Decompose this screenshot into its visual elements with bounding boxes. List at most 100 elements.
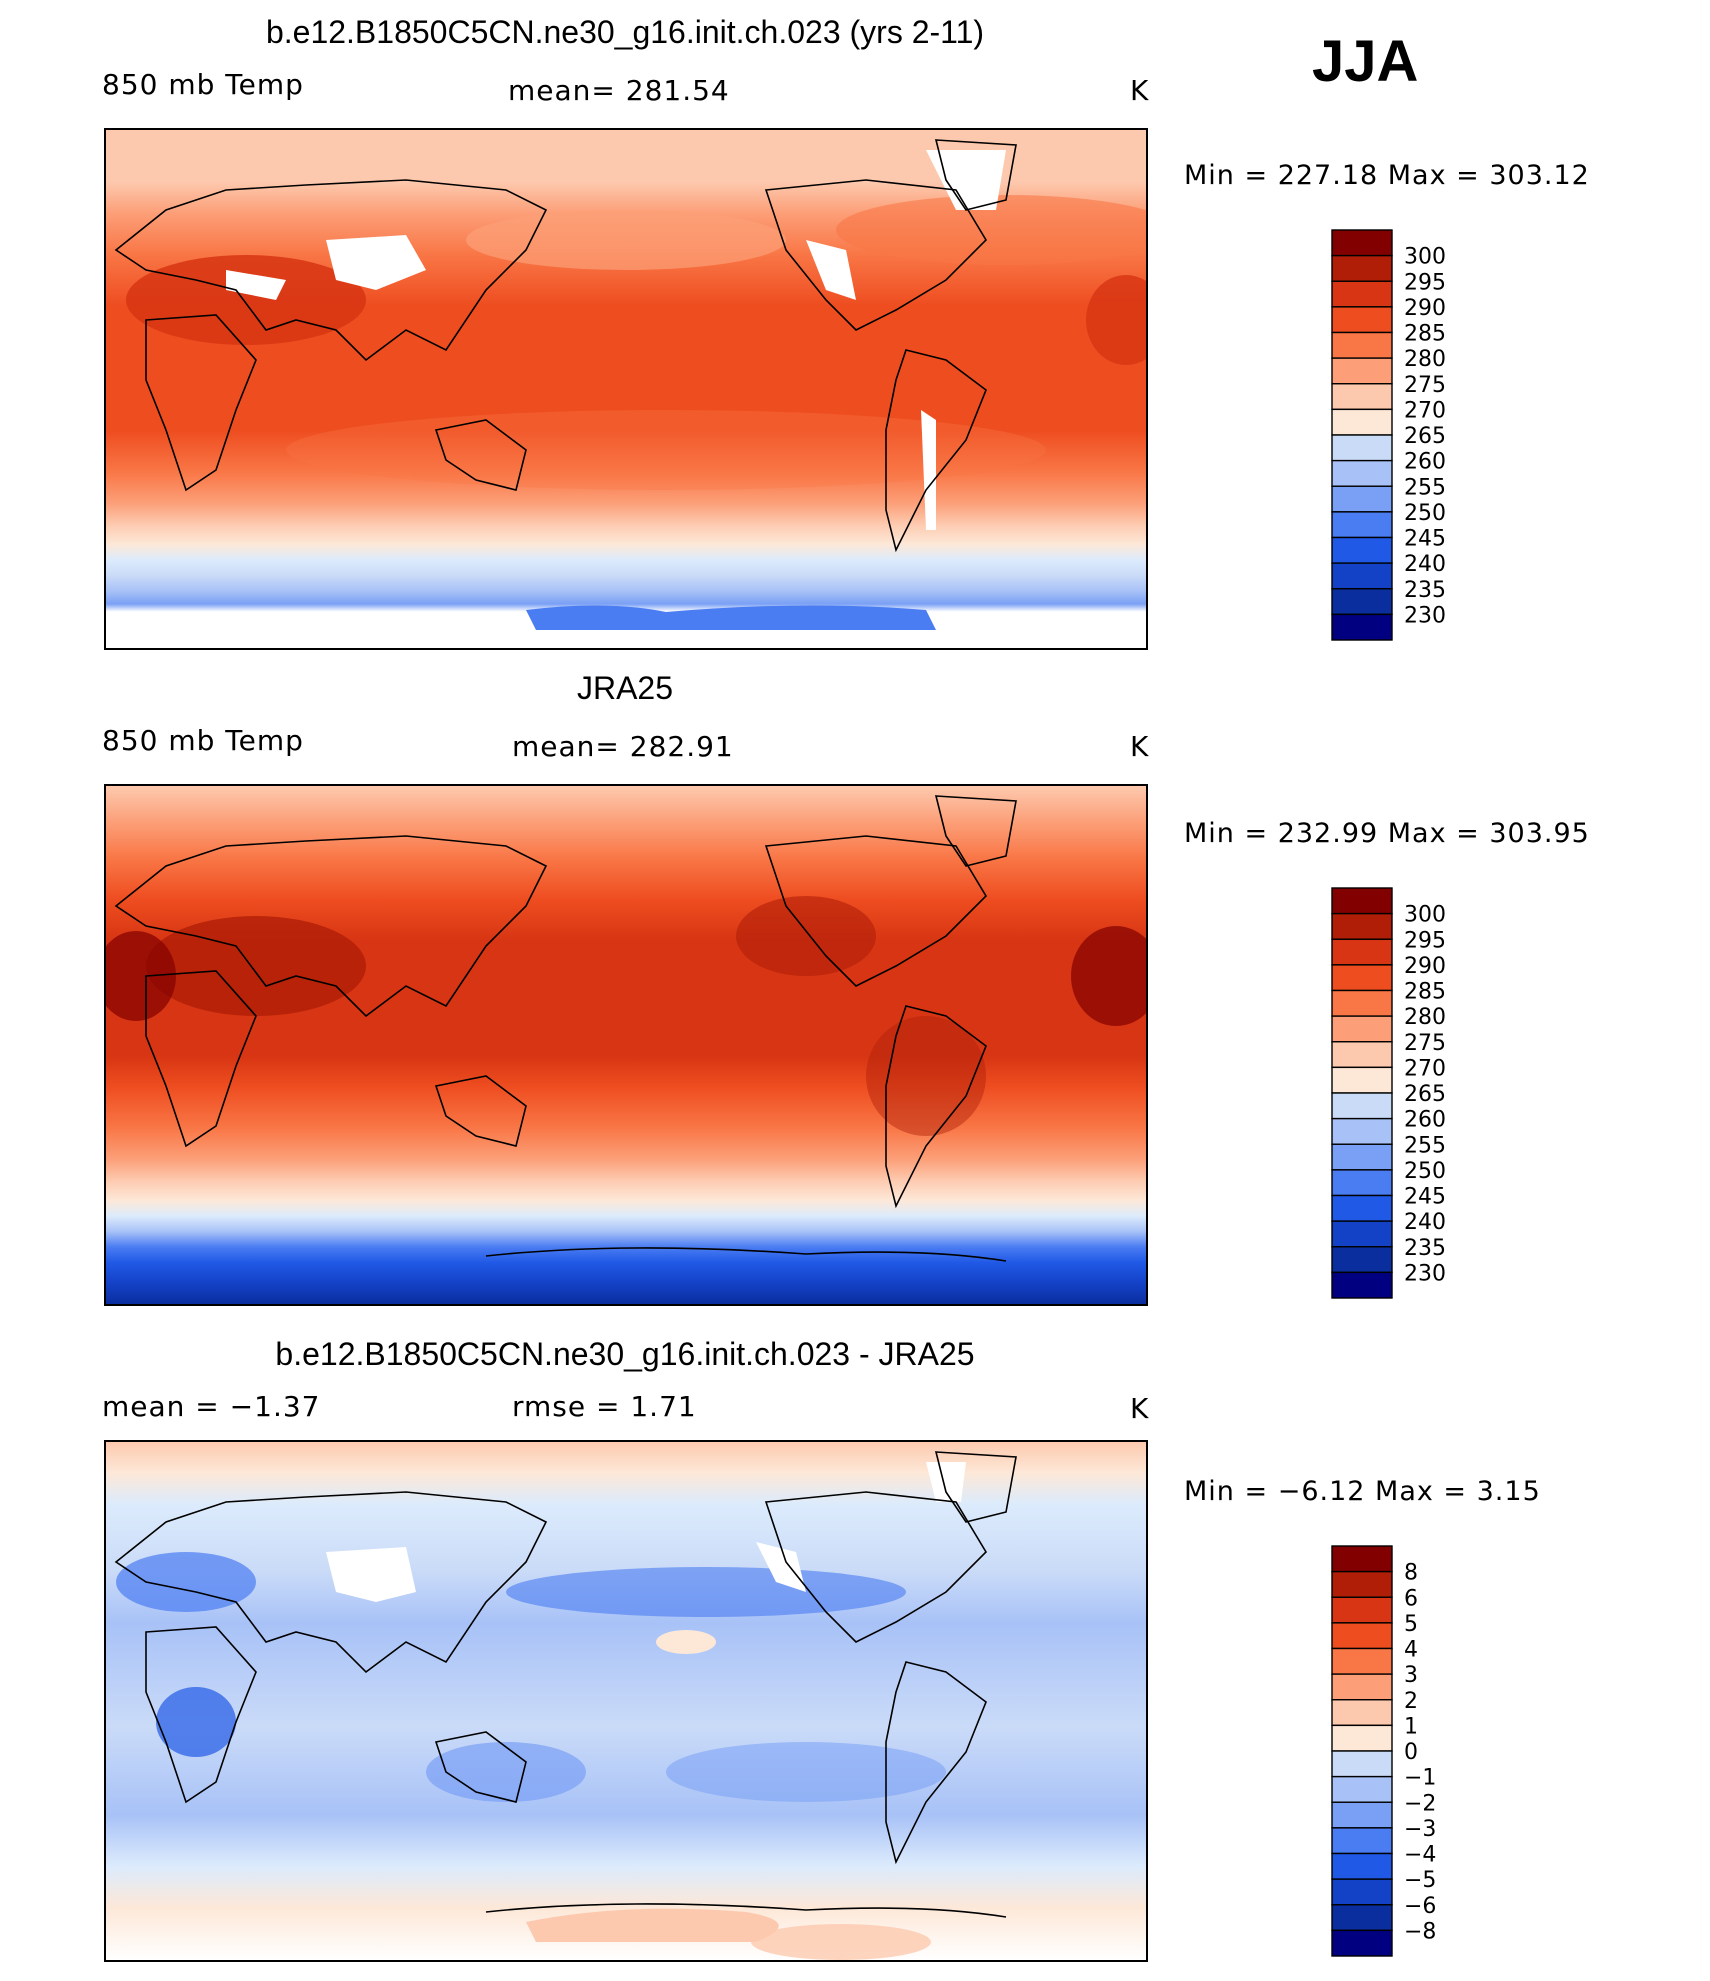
panel-2-units: K [1130, 730, 1150, 763]
colorbar-box [1331, 229, 1393, 257]
colorbar-tick-label: 240 [1404, 1210, 1446, 1235]
colorbar-box [1331, 331, 1393, 359]
colorbar-tick-label: 0 [1404, 1740, 1418, 1765]
colorbar-tick-label: 280 [1404, 347, 1446, 372]
colorbar-tick-label: 270 [1404, 398, 1446, 423]
colorbar-tick-label: 245 [1404, 527, 1446, 552]
colorbar-tick-label: −4 [1404, 1843, 1436, 1868]
colorbar-box [1331, 1015, 1393, 1043]
colorbar-box [1331, 1194, 1393, 1222]
colorbar-tick-label: 230 [1404, 1261, 1446, 1286]
colorbar-box [1331, 1801, 1393, 1829]
colorbar-tick-label: 270 [1404, 1056, 1446, 1081]
colorbar-box [1331, 1878, 1393, 1906]
colorbar-box [1331, 964, 1393, 992]
colorbar-tick-label: −1 [1404, 1766, 1436, 1791]
colorbar-tick-label: 290 [1404, 296, 1446, 321]
colorbar-tick-label: 235 [1404, 578, 1446, 603]
colorbar-box [1331, 357, 1393, 385]
colorbar-tick-label: 260 [1404, 450, 1446, 475]
colorbar-box [1331, 613, 1393, 641]
colorbar-tick-label: 275 [1404, 373, 1446, 398]
colorbar-tick-label: −6 [1404, 1894, 1436, 1919]
panel-3-title: b.e12.B1850C5CN.ne30_g16.init.ch.023 - J… [275, 1336, 975, 1372]
panel-3-rmse: rmse = 1.71 [512, 1390, 697, 1423]
colorbar-box [1331, 1724, 1393, 1752]
panel-1-map [104, 128, 1148, 650]
colorbar-box [1331, 1117, 1393, 1145]
colorbar-box [1331, 1596, 1393, 1624]
colorbar-tick-label: 255 [1404, 1133, 1446, 1158]
colorbar-tick-label: 255 [1404, 475, 1446, 500]
colorbar-box [1331, 1852, 1393, 1880]
colorbar-box [1331, 408, 1393, 436]
panel-1-variable: 850 mb Temp [102, 68, 304, 101]
colorbar-box [1331, 306, 1393, 334]
panel-2-colorbar-svg: 3002952902852802752702652602552502452402… [1331, 887, 1446, 1299]
colorbar-tick-label: 290 [1404, 954, 1446, 979]
colorbar-tick-label: 275 [1404, 1031, 1446, 1056]
colorbar-box [1331, 459, 1393, 487]
colorbar-box [1331, 1827, 1393, 1855]
colorbar-box [1331, 1545, 1393, 1573]
colorbar-tick-label: 2 [1404, 1689, 1418, 1714]
colorbar-tick-label: 3 [1404, 1663, 1418, 1688]
colorbar-tick-label: −2 [1404, 1791, 1436, 1816]
colorbar-box [1331, 280, 1393, 308]
colorbar-tick-label: 265 [1404, 1082, 1446, 1107]
colorbar-tick-label: 230 [1404, 603, 1446, 628]
panel-1-mean: mean= 281.54 [508, 74, 730, 107]
colorbar-box [1331, 1647, 1393, 1675]
colorbar-box [1331, 1750, 1393, 1778]
colorbar-box [1331, 1673, 1393, 1701]
colorbar-box [1331, 562, 1393, 590]
colorbar-tick-label: 250 [1404, 1159, 1446, 1184]
colorbar-box [1331, 536, 1393, 564]
colorbar-box [1331, 1220, 1393, 1248]
colorbar-tick-label: 300 [1404, 245, 1446, 270]
colorbar-box [1331, 1066, 1393, 1094]
colorbar-box [1331, 1041, 1393, 1069]
panel-2-title: JRA25 [576, 670, 674, 706]
colorbar-box [1331, 1775, 1393, 1803]
colorbar-box [1331, 383, 1393, 411]
colorbar-box [1331, 1143, 1393, 1171]
panel-3-colorbar: 8 6 5 4 3 2 1 0 −1 −2 −3 −4 −5 −6 −8 [1330, 1544, 1490, 1964]
colorbar-tick-label: 8 [1404, 1561, 1418, 1586]
colorbar-box [1331, 1092, 1393, 1120]
colorbar-tick-label: 285 [1404, 322, 1446, 347]
panel-1-colorbar-svg: 3002952902852802752702652602552502452402… [1331, 229, 1446, 641]
colorbar-box [1331, 254, 1393, 282]
colorbar-box [1331, 887, 1393, 915]
colorbar-tick-label: 295 [1404, 928, 1446, 953]
colorbar-tick-label: 235 [1404, 1236, 1446, 1261]
colorbar-box [1331, 485, 1393, 513]
colorbar-box [1331, 912, 1393, 940]
panel-3-mean: mean = −1.37 [102, 1390, 321, 1423]
colorbar-box [1331, 1169, 1393, 1197]
colorbar-tick-label: 265 [1404, 424, 1446, 449]
colorbar-tick-label: 5 [1404, 1612, 1418, 1637]
panel-2-mean: mean= 282.91 [512, 730, 734, 763]
colorbar-tick-label: 285 [1404, 980, 1446, 1005]
colorbar-tick-label: 295 [1404, 270, 1446, 295]
colorbar-box [1331, 1246, 1393, 1274]
colorbar-box [1331, 511, 1393, 539]
colorbar-tick-label: 4 [1404, 1638, 1418, 1663]
panel-1-units: K [1130, 74, 1150, 107]
panel-1-title: b.e12.B1850C5CN.ne30_g16.init.ch.023 (yr… [265, 14, 985, 50]
panel-1-colorbar: 300 295 290 285 280 275 270 265 260 255 250 245 240 2… [1330, 228, 1490, 648]
colorbar-box [1331, 1622, 1393, 1650]
panel-3-map [104, 1440, 1148, 1962]
colorbar-tick-label: −3 [1404, 1817, 1436, 1842]
colorbar-box [1331, 989, 1393, 1017]
colorbar-box [1331, 1699, 1393, 1727]
colorbar-tick-label: −5 [1404, 1868, 1436, 1893]
colorbar-box [1331, 1929, 1393, 1957]
panel-3-minmax: Min = −6.12 Max = 3.15 [1184, 1476, 1541, 1507]
colorbar-tick-label: 6 [1404, 1586, 1418, 1611]
colorbar-tick-label: 280 [1404, 1005, 1446, 1030]
season-label: JJA [1312, 29, 1419, 94]
colorbar-box [1331, 1570, 1393, 1598]
colorbar-tick-label: 245 [1404, 1185, 1446, 1210]
